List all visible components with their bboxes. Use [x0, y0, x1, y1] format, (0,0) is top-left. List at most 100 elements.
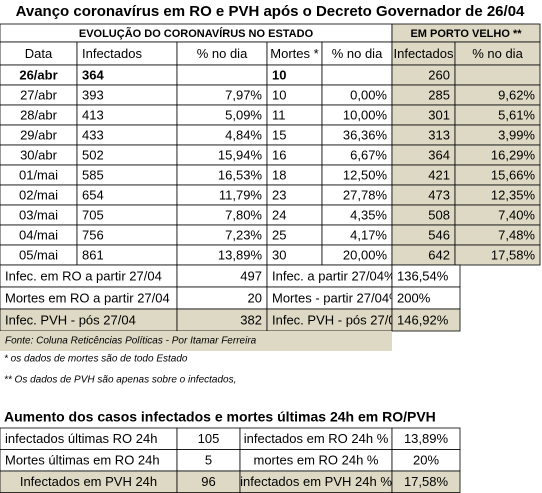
cell-text: 18: [272, 167, 286, 182]
cell-text: Infec. PVH - pós 27/04: [5, 312, 136, 327]
cell-text: 421: [428, 167, 450, 182]
cell-text: 146,92%: [397, 312, 449, 327]
cell-text: 6,67%: [350, 147, 387, 162]
column-header: Infectados: [82, 46, 142, 61]
cell-text: 9,62%: [498, 87, 535, 102]
cell-text: 7,40%: [498, 207, 535, 222]
cell-text: 15,94%: [218, 147, 263, 162]
cell-text: 04/mai: [19, 227, 58, 242]
cell-text: 01/mai: [19, 167, 58, 182]
cell-text: 20,00%: [343, 247, 388, 262]
cell-text: 30: [272, 247, 286, 262]
cell-text: 17,58%: [491, 247, 536, 262]
cell-text: 10: [272, 67, 286, 82]
cell-text: infectados últimas RO 24h: [5, 431, 157, 446]
cell-text: Mortes últimas em RO 24h: [5, 453, 160, 468]
cell-text: 27/abr: [20, 87, 58, 102]
cell-text: 20: [248, 290, 262, 305]
cell-text: 4,84%: [225, 127, 262, 142]
section-header: EVOLUÇÃO DO CORONAVÍRUS NO ESTADO: [79, 27, 314, 40]
cell-text: 7,48%: [498, 227, 535, 242]
cell-text: 7,80%: [225, 207, 262, 222]
cell-text: 4,35%: [350, 207, 387, 222]
cell-text: 413: [82, 107, 104, 122]
cell-text: 433: [82, 127, 104, 142]
cell-text: 497: [240, 268, 262, 283]
cell-text: 705: [82, 207, 104, 222]
cell-text: 23: [272, 187, 286, 202]
cell-text: 285: [428, 87, 450, 102]
cell-text: 508: [428, 207, 450, 222]
cell-text: 382: [240, 312, 262, 327]
cell-text: 03/mai: [19, 207, 58, 222]
cell-text: 26/abr: [19, 67, 57, 82]
cell-text: 546: [428, 227, 450, 242]
cell-text: 364: [82, 67, 104, 82]
cell-text: 654: [82, 187, 104, 202]
cell-text: 28/abr: [20, 107, 58, 122]
cell-text: 15,66%: [491, 167, 536, 182]
cell-text: 25: [272, 227, 286, 242]
cell-text: 16,53%: [218, 167, 263, 182]
column-header: Mortes *: [270, 46, 318, 61]
cell-text: 364: [428, 147, 450, 162]
cell: [454, 244, 541, 266]
cell-text: 10,00%: [343, 107, 388, 122]
column-header: Infectados: [394, 46, 454, 61]
cell-text: 13,89%: [404, 431, 449, 446]
cell-text: 7,23%: [225, 227, 262, 242]
column-header: % no dia: [197, 46, 248, 61]
cell-text: 585: [82, 167, 104, 182]
cell-text: 36,36%: [343, 127, 388, 142]
cell: [321, 64, 393, 86]
column-header: Data: [25, 46, 53, 61]
cell-text: 27,78%: [343, 187, 388, 202]
cell-text: Infectados em PVH 24h: [20, 474, 157, 489]
cell-text: 05/mai: [19, 247, 58, 262]
source: Fonte: Coluna Reticências Políticas - Po…: [5, 336, 257, 347]
cell-text: 393: [82, 87, 104, 102]
cell-text: 17,58%: [404, 474, 449, 489]
cell-text: 30/abr: [20, 147, 58, 162]
cell-text: 12,35%: [491, 187, 536, 202]
cell-text: infectados em RO 24h %: [244, 431, 389, 446]
cell-text: 16: [272, 147, 286, 162]
cell-text: Infec. a partir 27/04%: [272, 268, 396, 283]
cell-text: infectados em PVH 24h %: [240, 474, 392, 489]
cell-text: 16,29%: [491, 147, 536, 162]
source-band: [0, 331, 392, 351]
cell: [454, 64, 541, 86]
cell-text: Infec. PVH - pós 27/04: [272, 312, 403, 327]
section-header: EM PORTO VELHO **: [410, 28, 522, 40]
cell-text: 12,50%: [343, 167, 388, 182]
cell-text: 5: [205, 453, 212, 468]
cell-text: 136,54%: [397, 268, 449, 283]
cell-text: 29/abr: [20, 127, 58, 142]
cell-text: 301: [428, 107, 450, 122]
cell-text: 260: [428, 67, 450, 82]
cell-text: 105: [198, 431, 220, 446]
note: * os dados de mortes são de todo Estado: [4, 354, 188, 365]
cell-text: mortes em RO 24h %: [254, 453, 379, 468]
section-title: Aumento dos casos infectados e mortes úl…: [4, 409, 436, 425]
cell-text: 24: [272, 207, 286, 222]
cell-text: 20%: [413, 453, 439, 468]
cell-text: 473: [428, 187, 450, 202]
cell: [176, 64, 268, 86]
cell-text: 3,99%: [498, 127, 535, 142]
cell-text: 11,79%: [219, 187, 263, 202]
cell-text: 0,00%: [350, 87, 387, 102]
cell-text: 15: [272, 127, 286, 142]
cell: [391, 308, 461, 332]
cell-text: 642: [428, 247, 450, 262]
cell-text: Mortes em RO a partir 27/04: [5, 290, 170, 305]
cell-text: 756: [82, 227, 104, 242]
cell-text: 5,61%: [498, 107, 535, 122]
cell-text: 200%: [397, 290, 431, 305]
cell-text: Infec. em RO a partir 27/04: [5, 268, 162, 283]
cell-text: 02/mai: [19, 187, 58, 202]
title: Avanço coronavírus em RO e PVH após o De…: [16, 3, 525, 20]
cell-text: 502: [82, 147, 104, 162]
